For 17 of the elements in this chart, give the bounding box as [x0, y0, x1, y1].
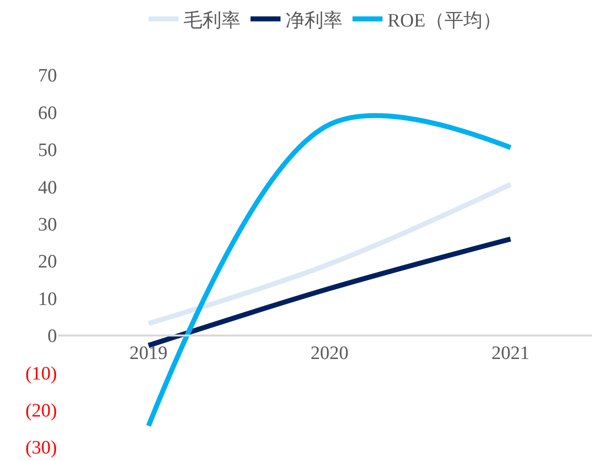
- y-tick-label: 40: [38, 177, 57, 198]
- legend-label: 净利率: [286, 9, 342, 32]
- y-tick-label: (10): [25, 363, 57, 384]
- legend-label: 毛利率: [184, 9, 240, 32]
- y-tick-label: 0: [48, 326, 57, 348]
- y-tick-label: 70: [38, 66, 57, 87]
- y-tick-label: 20: [38, 252, 57, 273]
- y-tick-label: 50: [38, 140, 57, 162]
- y-tick-label: (20): [25, 400, 57, 422]
- y-tick-label: 10: [38, 288, 57, 310]
- x-tick-label: 2020: [310, 342, 349, 364]
- x-tick-label: 2019: [130, 342, 168, 364]
- legend-label: ROE（平均）: [388, 10, 502, 32]
- y-tick-label: 30: [38, 214, 57, 236]
- y-tick-label: 60: [38, 102, 57, 124]
- y-tick-label: (30): [25, 438, 57, 459]
- x-tick-label: 2021: [492, 342, 530, 364]
